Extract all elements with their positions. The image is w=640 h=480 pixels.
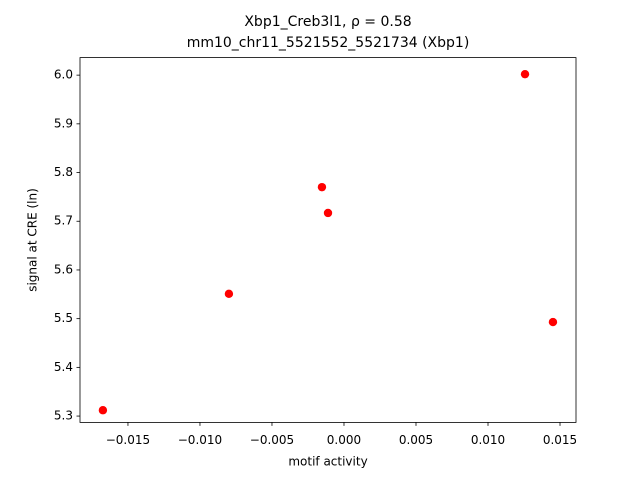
y-tick-label: 5.6 — [54, 262, 73, 276]
x-tick-label: −0.015 — [106, 433, 150, 447]
y-axis-label: signal at CRE (ln) — [26, 188, 40, 292]
y-tick-label: 5.7 — [54, 214, 73, 228]
chart-subtitle: mm10_chr11_5521552_5521734 (Xbp1) — [187, 35, 470, 51]
x-tick-label: 0.010 — [471, 433, 505, 447]
x-tick-label: −0.005 — [250, 433, 294, 447]
point — [224, 289, 234, 299]
y-tick-label: 6.0 — [54, 68, 73, 82]
point — [98, 406, 108, 415]
y-tick-label: 5.4 — [54, 360, 73, 374]
plot-frame — [79, 57, 577, 423]
y-tick-label: 5.5 — [54, 311, 73, 325]
point — [317, 182, 327, 192]
y-tick-label: 5.3 — [54, 409, 73, 423]
chart-title: Xbp1_Creb3l1, ρ = 0.58 — [244, 14, 411, 30]
x-tick-label: 0.005 — [399, 433, 433, 447]
point — [548, 317, 558, 327]
x-tick-label: 0.015 — [543, 433, 577, 447]
y-tick-label: 5.8 — [54, 165, 73, 179]
point — [520, 69, 530, 79]
x-tick-label: −0.010 — [178, 433, 222, 447]
x-tick-label: 0.000 — [327, 433, 361, 447]
y-tick-label: 5.9 — [54, 116, 73, 130]
x-axis-label: motif activity — [288, 455, 367, 469]
point — [323, 208, 333, 218]
